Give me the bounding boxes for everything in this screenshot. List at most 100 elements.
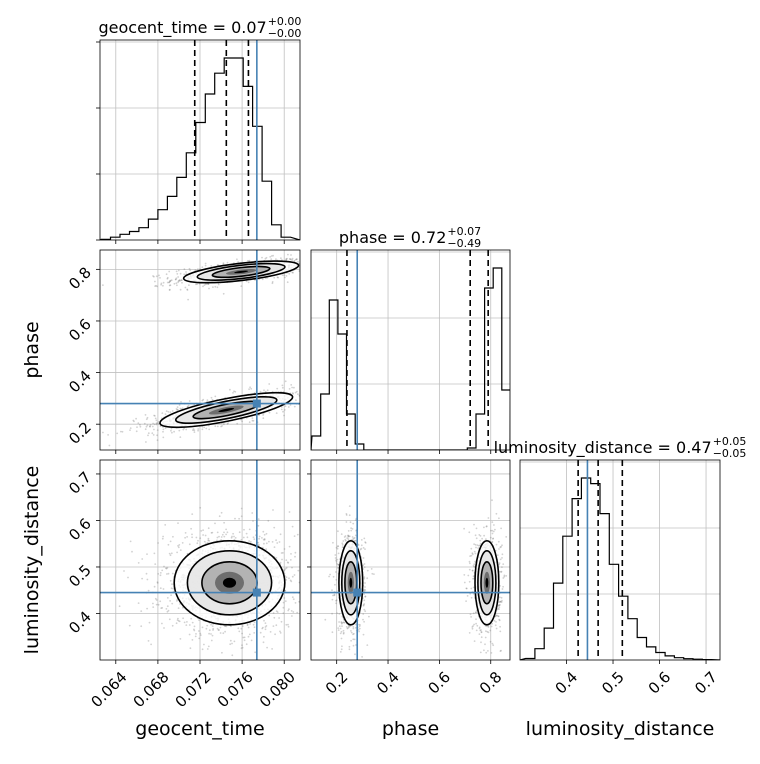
- density-fill: [349, 578, 352, 588]
- sample-point: [352, 528, 354, 530]
- sample-point: [491, 623, 493, 625]
- sample-point: [161, 283, 163, 285]
- sample-point: [163, 429, 165, 431]
- sample-point: [152, 426, 154, 428]
- sample-point: [224, 631, 226, 633]
- sample-point: [288, 626, 290, 628]
- sample-point: [167, 277, 169, 279]
- sample-point: [248, 282, 250, 284]
- sample-point: [159, 277, 161, 279]
- sample-point: [340, 261, 342, 263]
- sample-point: [344, 622, 346, 624]
- sample-point: [186, 621, 188, 623]
- sample-point: [292, 392, 294, 394]
- sample-point: [119, 605, 121, 607]
- sample-point: [320, 567, 322, 569]
- sample-point: [193, 629, 195, 631]
- sample-point: [281, 409, 283, 411]
- sample-point: [249, 421, 251, 423]
- sample-point: [214, 396, 216, 398]
- sample-point: [130, 541, 132, 543]
- sample-point: [275, 539, 277, 541]
- sample-point: [339, 387, 341, 389]
- sample-point: [297, 534, 299, 536]
- sample-point: [481, 636, 483, 638]
- sample-point: [269, 412, 271, 414]
- sample-point: [248, 636, 250, 638]
- grid-1-1: [337, 250, 491, 450]
- sample-point: [210, 633, 212, 635]
- sample-point: [283, 597, 285, 599]
- sample-point: [161, 607, 163, 609]
- sample-point: [294, 574, 296, 576]
- sample-point: [223, 536, 225, 538]
- sample-point: [161, 412, 163, 414]
- sample-point: [241, 633, 243, 635]
- sample-point: [491, 521, 493, 523]
- sample-point: [316, 265, 318, 267]
- sample-point: [294, 556, 296, 558]
- sample-point: [300, 265, 302, 267]
- sample-point: [475, 618, 477, 620]
- sample-point: [339, 625, 341, 627]
- sample-point: [173, 561, 175, 563]
- sample-point: [192, 639, 194, 641]
- sample-point: [148, 590, 150, 592]
- sample-point: [483, 535, 485, 537]
- sample-point: [469, 632, 471, 634]
- sample-point: [291, 567, 293, 569]
- sample-point: [205, 263, 207, 265]
- sample-point: [154, 285, 156, 287]
- sample-point: [145, 428, 147, 430]
- sample-point: [331, 589, 333, 591]
- sample-point: [280, 533, 282, 535]
- sample-point: [152, 606, 154, 608]
- sample-point: [281, 621, 283, 623]
- sample-point: [341, 648, 343, 650]
- sample-point: [185, 271, 187, 273]
- sample-point: [235, 668, 237, 670]
- sample-point: [291, 272, 293, 274]
- sample-point: [473, 524, 475, 526]
- sample-point: [464, 582, 466, 584]
- sample-point: [157, 429, 159, 431]
- sample-point: [170, 541, 172, 543]
- sample-point: [334, 594, 336, 596]
- sample-point: [277, 276, 279, 278]
- sample-point: [197, 428, 199, 430]
- sample-point: [491, 626, 493, 628]
- sample-point: [179, 404, 181, 406]
- sample-point: [324, 261, 326, 263]
- sample-point: [341, 631, 343, 633]
- sample-point: [205, 265, 207, 267]
- sample-point: [338, 553, 340, 555]
- sample-point: [210, 265, 212, 267]
- sample-point: [208, 429, 210, 431]
- sample-point: [182, 617, 184, 619]
- sample-point: [351, 632, 353, 634]
- sample-point: [295, 392, 297, 394]
- sample-point: [361, 539, 363, 541]
- sample-point: [319, 261, 321, 263]
- sample-point: [341, 638, 343, 640]
- sample-point: [332, 599, 334, 601]
- sample-point: [162, 538, 164, 540]
- sample-point: [350, 640, 352, 642]
- sample-point: [287, 281, 289, 283]
- sample-point: [120, 431, 122, 433]
- sample-point: [335, 579, 337, 581]
- sample-point: [483, 527, 485, 529]
- sample-point: [498, 615, 500, 617]
- panel-frame-luminosity_distance: [520, 460, 720, 660]
- sample-point: [283, 607, 285, 609]
- sample-point: [467, 575, 469, 577]
- sample-point: [263, 636, 265, 638]
- sample-point: [286, 275, 288, 277]
- sample-point: [251, 640, 253, 642]
- sample-point: [275, 258, 277, 260]
- sample-point: [363, 547, 365, 549]
- sample-point: [350, 630, 352, 632]
- sample-point: [157, 421, 159, 423]
- sample-point: [189, 269, 191, 271]
- sample-point: [197, 268, 199, 270]
